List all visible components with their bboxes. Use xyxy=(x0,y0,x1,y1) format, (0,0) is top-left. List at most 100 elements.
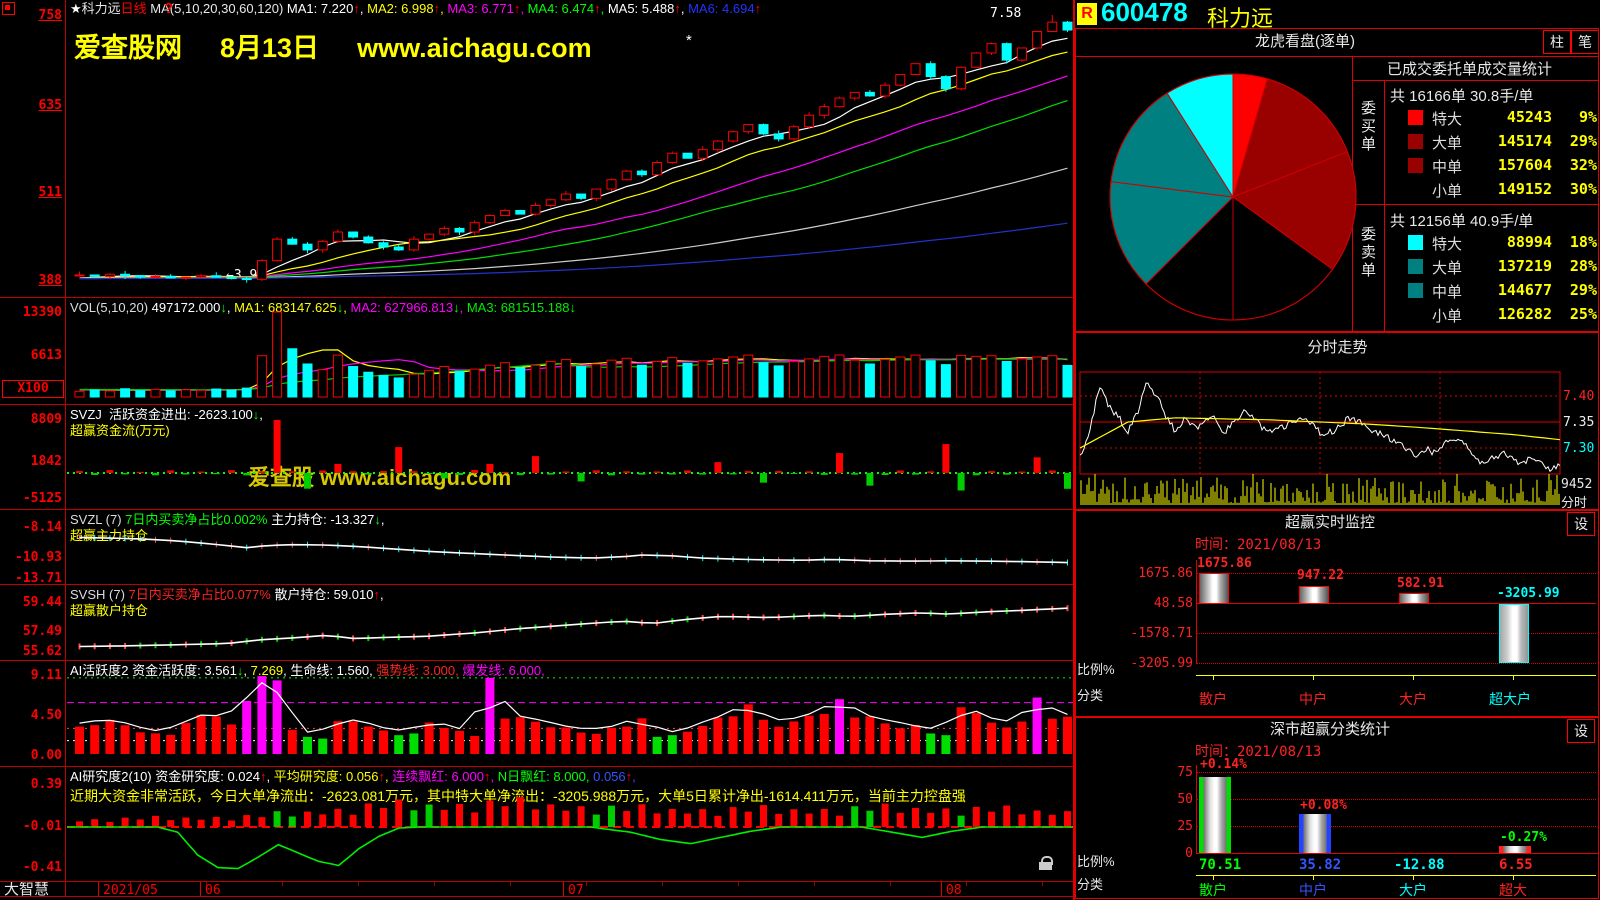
text-span: , xyxy=(520,1,528,16)
monitor-category-label: 散户 xyxy=(1199,691,1227,707)
order-row-pct: 9% xyxy=(1578,108,1597,126)
text-span: 强势线: 3.000, xyxy=(376,663,463,678)
monitor-bar xyxy=(1299,586,1329,604)
text-span: ↑ xyxy=(484,769,491,784)
volume-unit-label: X100 xyxy=(2,380,64,398)
text-span: , xyxy=(600,1,608,16)
sz-time: 时间：2021/08/13 xyxy=(1195,744,1322,760)
monitor-category-label: 中户 xyxy=(1299,691,1327,707)
text-span: ★ xyxy=(70,1,82,16)
axis-label: 0.00 xyxy=(30,748,62,763)
sz-axis-line xyxy=(1196,765,1197,853)
sz-settings-button[interactable]: 设 xyxy=(1567,719,1595,743)
text-span: MA4: 6.474 xyxy=(527,1,595,16)
panel-divider xyxy=(0,509,1073,510)
timeline-minor-tick xyxy=(890,882,891,886)
text-span: ↑ xyxy=(513,1,521,16)
text-span: MA3: 6.771 xyxy=(447,1,514,16)
axis-gutter-line xyxy=(65,0,66,897)
monitor-bar-value: -3205.99 xyxy=(1497,586,1560,601)
text-span: 平均研究度: 0.056 xyxy=(273,769,379,784)
watermark-url: www.aichagu.com xyxy=(357,33,592,63)
lock-icon[interactable] xyxy=(1038,856,1054,871)
sz-axis-label: 50 xyxy=(1177,792,1193,807)
monitor-settings-button[interactable]: 设 xyxy=(1567,512,1595,536)
sz-grid-line xyxy=(1196,799,1596,800)
order-row-pct: 18% xyxy=(1569,233,1597,251)
text-span: ↑ xyxy=(625,769,633,784)
sz-bar xyxy=(1199,776,1231,853)
order-row-pct: 29% xyxy=(1569,281,1597,299)
svsh-subtitle: 超赢散户持仓 xyxy=(70,603,149,618)
help-icon[interactable]: ? xyxy=(164,0,174,17)
text-span: ↓ xyxy=(336,300,344,315)
order-row-pct: 30% xyxy=(1569,180,1597,198)
text-span: MA5: 5.488 xyxy=(607,1,675,16)
sz-axis-label: 0 xyxy=(1185,846,1193,861)
sz-bar-pct: +0.14% xyxy=(1200,757,1247,772)
timeline-minor-tick xyxy=(282,882,283,886)
text-span: ↑ xyxy=(754,1,762,16)
text-span: , xyxy=(226,300,235,315)
monitor-zero-line xyxy=(1196,603,1596,604)
monitor-bar-value: 1675.86 xyxy=(1197,556,1252,571)
axis-label: 1842 xyxy=(30,454,62,469)
sz-bar-value: -12.88 xyxy=(1394,857,1445,873)
order-row-value: 145174 xyxy=(1497,132,1552,150)
order-total: 共 12156单 40.9手/单 xyxy=(1390,213,1534,230)
text-span: 散户持仓: 59.010 xyxy=(270,587,374,602)
order-row-label: 中单 xyxy=(1432,159,1463,176)
sz-class-label: 分类 xyxy=(1077,877,1104,892)
monitor-grid-line xyxy=(1196,633,1596,634)
corner-icon[interactable] xyxy=(2,2,15,15)
ai-research-chart xyxy=(67,796,1073,870)
timeline-label: 06 xyxy=(205,883,221,898)
text-span: VOL(5,10,20) xyxy=(70,300,152,315)
sz-bar xyxy=(1499,845,1531,853)
sz-bar-value: 35.82 xyxy=(1299,857,1342,873)
price-low-label: ←3.92 xyxy=(226,268,266,283)
text-span: , xyxy=(680,1,689,16)
column-mode-button[interactable]: 柱 xyxy=(1543,30,1571,54)
sz-grid-line xyxy=(1196,826,1596,827)
text-span: SVZJ 活跃资金进出: -2623.100 xyxy=(70,407,253,422)
svzj-chart xyxy=(67,419,1073,491)
watermark-date: 8月13日 xyxy=(220,33,320,63)
sz-baseline-tick xyxy=(1213,875,1214,880)
monitor-baseline xyxy=(1196,675,1596,676)
timeline-minor-tick xyxy=(206,882,207,886)
intraday-price-label: 7.30 xyxy=(1563,441,1595,456)
text-span: ↓ xyxy=(374,512,381,527)
monitor-grid-line xyxy=(1196,663,1596,664)
text-span: , xyxy=(459,300,467,315)
monitor-grid-line xyxy=(1196,573,1596,574)
text-span: ↑ xyxy=(373,587,380,602)
panel-divider xyxy=(0,766,1073,767)
svsh-indicator-line: SVSH (7) 7日内买卖净占比0.077% 散户持仓: 59.010↑, xyxy=(70,587,384,602)
timeline-label: 2021/05 xyxy=(103,883,158,898)
monitor-baseline-tick xyxy=(1213,675,1214,680)
text-span: , xyxy=(380,512,385,527)
text-span: , 生命线: 1.560, xyxy=(283,663,377,678)
order-row-label: 大单 xyxy=(1432,135,1463,152)
axis-label: 59.44 xyxy=(22,595,62,610)
monitor-bar xyxy=(1499,603,1529,663)
sz-bar-value: 6.55 xyxy=(1499,857,1533,873)
monitor-axis-label: -1578.71 xyxy=(1130,626,1193,641)
monitor-axis-label: 48.58 xyxy=(1153,596,1193,611)
pane1-title-underline xyxy=(1075,56,1599,57)
svzl-indicator-line: SVZL (7) 7日内买卖净占比0.002% 主力持仓: -13.327↓, xyxy=(70,512,385,527)
axis-label: 4.50 xyxy=(30,708,62,723)
axis-label: 635 xyxy=(38,98,62,113)
timeline-minor-tick xyxy=(966,882,967,886)
monitor-ratio-label: 比例% xyxy=(1077,662,1115,677)
text-span: 497172.000 xyxy=(151,300,221,315)
sz-baseline xyxy=(1196,875,1596,876)
sz-category-label: 中户 xyxy=(1299,882,1327,898)
order-row-pct: 32% xyxy=(1569,156,1597,174)
text-span: ↓ xyxy=(252,407,260,422)
order-row-pct: 25% xyxy=(1569,305,1597,323)
text-span: , xyxy=(243,663,251,678)
legend-swatch xyxy=(1408,235,1423,250)
timeline-tick xyxy=(98,882,99,897)
